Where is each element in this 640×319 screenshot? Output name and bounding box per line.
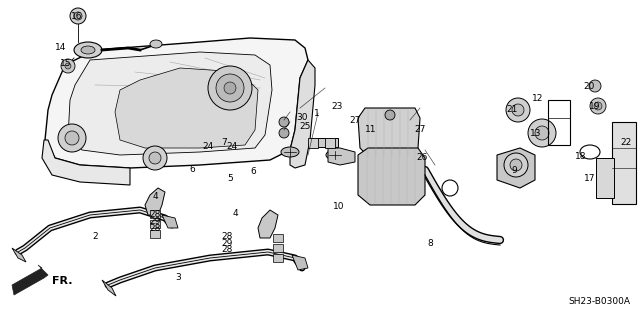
Text: 10: 10 <box>333 202 345 211</box>
Circle shape <box>590 98 606 114</box>
Text: 11: 11 <box>365 125 377 134</box>
Text: 5: 5 <box>228 174 233 183</box>
Bar <box>612 122 636 204</box>
Circle shape <box>385 110 395 120</box>
Polygon shape <box>358 108 420 158</box>
Text: 22: 22 <box>620 138 632 147</box>
Polygon shape <box>115 68 258 148</box>
Bar <box>310 138 338 147</box>
Text: 12: 12 <box>532 94 543 103</box>
Text: 29: 29 <box>150 217 161 226</box>
Text: 30: 30 <box>296 113 308 122</box>
Polygon shape <box>12 248 26 262</box>
Text: SH23-B0300A: SH23-B0300A <box>568 297 630 306</box>
Polygon shape <box>358 148 425 205</box>
Polygon shape <box>45 38 308 168</box>
Polygon shape <box>292 255 308 270</box>
Polygon shape <box>68 52 272 155</box>
Text: 13: 13 <box>530 129 541 138</box>
Polygon shape <box>12 265 48 295</box>
Text: 21: 21 <box>506 105 518 114</box>
Text: 6: 6 <box>250 167 255 176</box>
Polygon shape <box>328 148 355 165</box>
Text: 24: 24 <box>226 142 237 151</box>
Text: 3: 3 <box>175 273 180 282</box>
Circle shape <box>65 63 71 69</box>
Circle shape <box>143 146 167 170</box>
Polygon shape <box>102 280 116 296</box>
Circle shape <box>224 82 236 94</box>
Text: 28: 28 <box>221 245 233 254</box>
Text: 4: 4 <box>233 209 238 218</box>
Circle shape <box>535 126 549 140</box>
Ellipse shape <box>281 147 299 157</box>
Bar <box>273 244 283 252</box>
Bar <box>150 230 160 238</box>
Circle shape <box>61 59 75 73</box>
Text: 8: 8 <box>428 239 433 248</box>
Circle shape <box>70 8 86 24</box>
Text: 26: 26 <box>417 153 428 162</box>
Circle shape <box>594 102 602 110</box>
Circle shape <box>528 119 556 147</box>
Polygon shape <box>162 215 178 228</box>
Circle shape <box>506 98 530 122</box>
Circle shape <box>279 128 289 138</box>
Bar <box>548 100 570 145</box>
Text: 19: 19 <box>589 102 601 111</box>
Text: FR.: FR. <box>52 276 72 286</box>
Polygon shape <box>42 140 130 185</box>
Bar <box>273 254 283 262</box>
Bar <box>273 234 283 242</box>
Text: 17: 17 <box>584 174 596 182</box>
Text: 4: 4 <box>152 192 157 201</box>
Text: 28: 28 <box>150 210 161 219</box>
Text: 16: 16 <box>71 12 83 21</box>
Circle shape <box>74 12 82 20</box>
Ellipse shape <box>150 40 162 48</box>
Text: 6: 6 <box>189 165 195 174</box>
Polygon shape <box>290 60 315 168</box>
Circle shape <box>216 74 244 102</box>
Ellipse shape <box>326 150 344 160</box>
Text: 1: 1 <box>314 109 319 118</box>
Polygon shape <box>145 188 165 215</box>
Circle shape <box>504 153 528 177</box>
Bar <box>325 138 335 148</box>
Bar <box>596 158 614 198</box>
Text: 20: 20 <box>583 82 595 91</box>
Text: 15: 15 <box>60 59 72 68</box>
Circle shape <box>58 124 86 152</box>
Polygon shape <box>497 148 535 188</box>
Circle shape <box>512 104 524 116</box>
Text: 7: 7 <box>221 138 227 147</box>
Text: 24: 24 <box>202 142 214 151</box>
Text: 28: 28 <box>150 224 161 233</box>
Circle shape <box>279 117 289 127</box>
Circle shape <box>65 131 79 145</box>
Text: 25: 25 <box>299 122 310 131</box>
Ellipse shape <box>74 42 102 58</box>
Circle shape <box>589 80 601 92</box>
Polygon shape <box>258 210 278 238</box>
Text: 27: 27 <box>349 116 361 125</box>
Ellipse shape <box>81 46 95 54</box>
Text: 9: 9 <box>512 166 517 175</box>
Text: 2: 2 <box>92 232 97 241</box>
Bar <box>308 138 318 148</box>
Text: 14: 14 <box>55 43 67 52</box>
Text: 23: 23 <box>332 102 343 111</box>
Text: 27: 27 <box>415 125 426 134</box>
Circle shape <box>208 66 252 110</box>
Text: 29: 29 <box>221 239 233 248</box>
Text: 18: 18 <box>575 152 587 161</box>
Bar <box>150 220 160 228</box>
Circle shape <box>149 152 161 164</box>
Circle shape <box>510 159 522 171</box>
Bar <box>150 210 160 218</box>
Text: 28: 28 <box>221 232 233 241</box>
